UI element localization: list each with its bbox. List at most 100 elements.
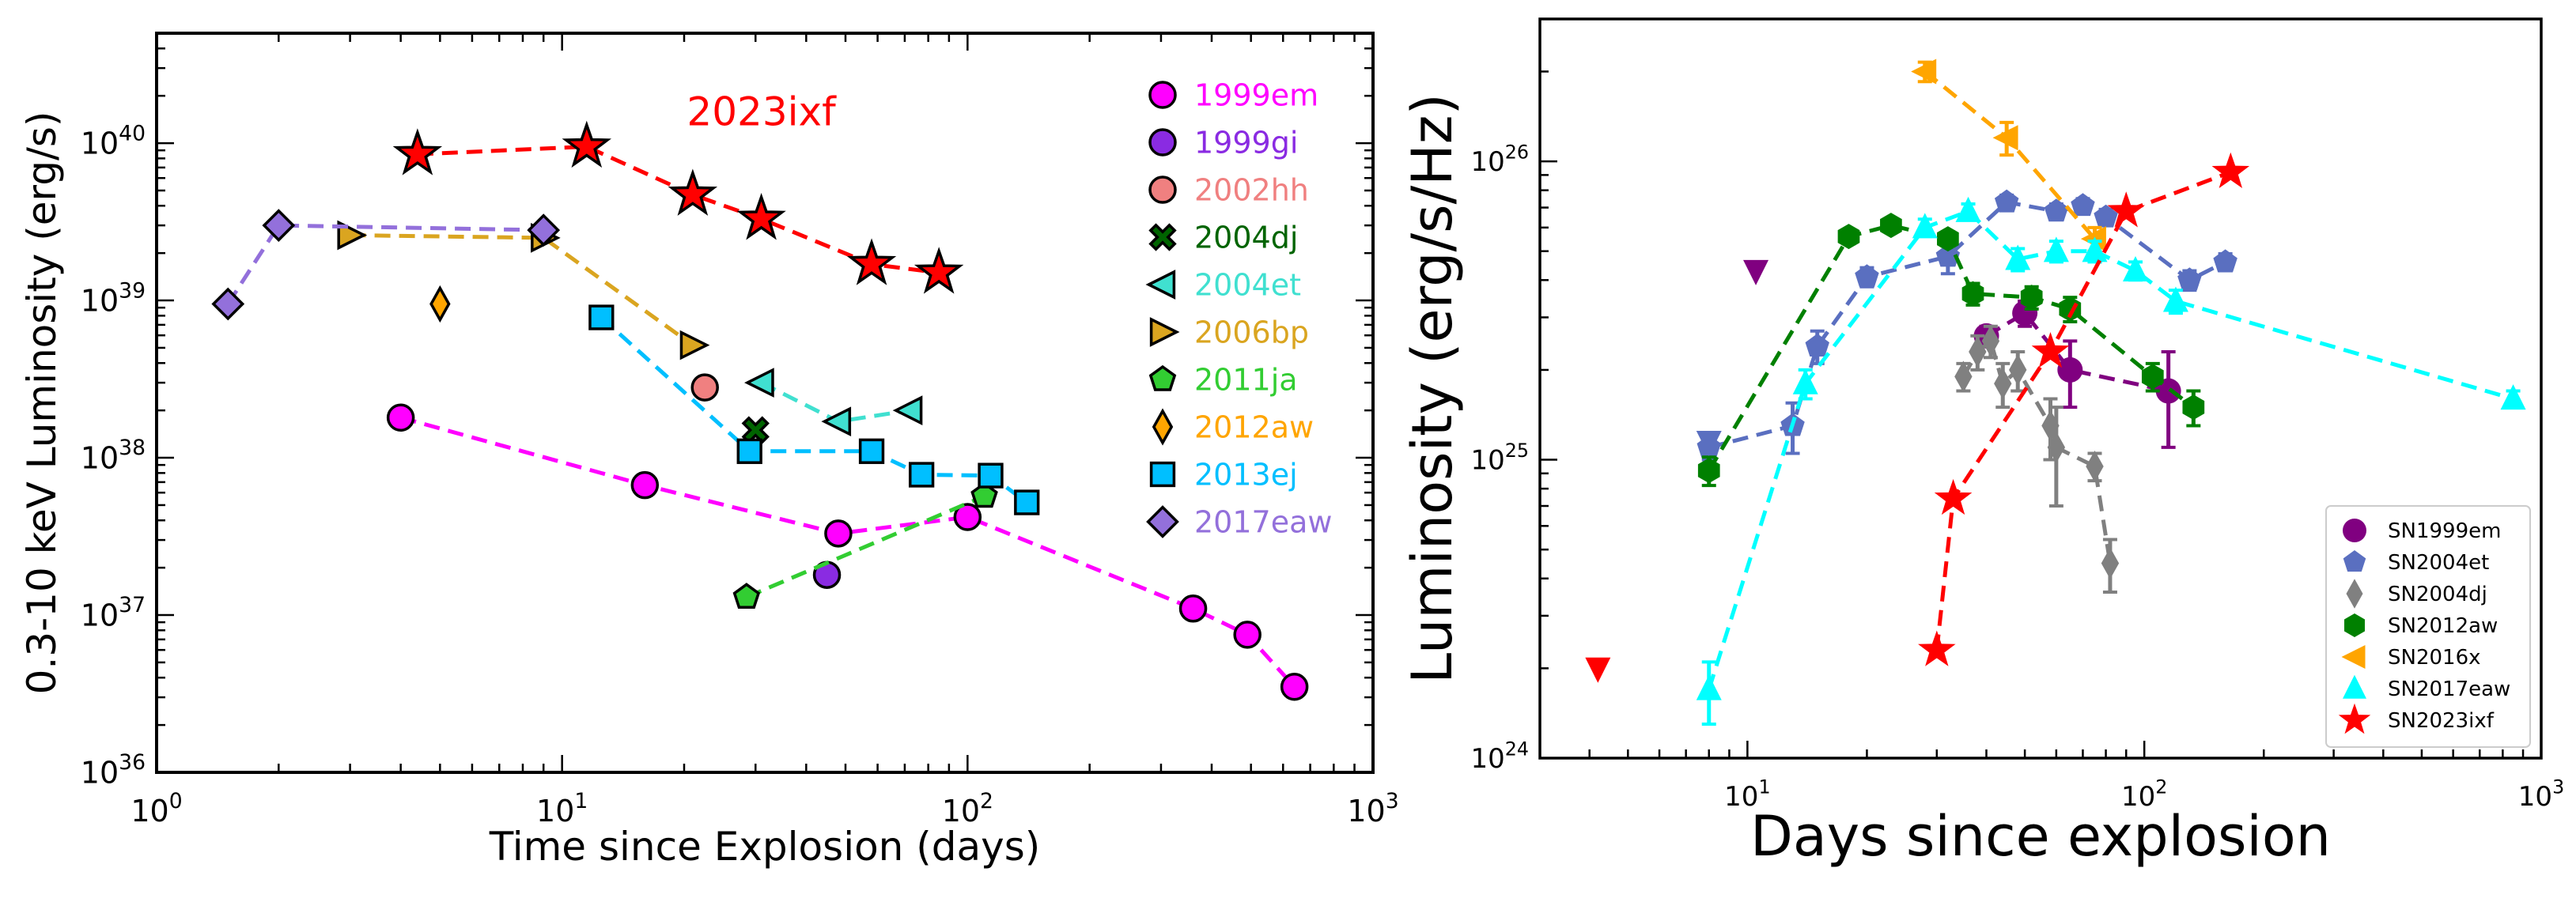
panel1-y-tick-label: 1038 [81,436,146,475]
panel2-legend-item-sn2012aw: SN2012aw [2344,613,2498,638]
panel1-y-tick-exp: 38 [119,436,146,460]
panel1-legend-item-2002hh: 2002hh [1148,172,1309,207]
panel1-point-2023ixf [846,238,897,285]
panel2-legend-item-sn2004dj: SN2004dj [2346,579,2487,609]
panel2-point-sn2023ixf [2107,191,2146,228]
panel1-line-2006bp [350,232,694,347]
panel2-y-tick-base: 10 [1470,743,1504,775]
panel2-line-sn2017eaw [1707,209,2514,690]
panel1-series-2004dj [741,416,770,444]
panel2-series-limit-8 [1696,431,1722,457]
panel1-point-2011ja [732,583,761,610]
panel1-point-2023ixf [914,247,964,294]
panel1-point-2013ej [978,462,1004,489]
panel1-y-tick-base: 10 [81,598,119,632]
panel2-point-sn2004dj [2009,353,2027,386]
panel1-legend-marker-2002hh [1148,175,1177,204]
panel2-point-sn2012aw [1961,281,1984,307]
panel2-point-sn2004et [2213,249,2237,273]
panel2-ticks [1538,17,2543,760]
panel2-series-limit-9 [1585,657,1611,683]
panel2-x-tick-exp: 3 [2552,776,2564,798]
panel2-series-sn2016x [1911,58,2106,253]
panel2-legend-item-sn2023ixf: SN2023ixf [2338,703,2495,734]
panel2-point-sn2016x [1911,58,1937,85]
panel1-point-2004dj [741,416,770,444]
panel1-point-2004et [744,368,774,398]
panel2-point-sn2023ixf [2031,332,2070,368]
panel1-x-tick-label: 102 [942,789,993,828]
panel1-legend-marker-1999gi [1148,128,1177,157]
panel2-legend: SN1999em SN2004et SN2004dj SN2012aw SN2016x S… [2325,505,2531,748]
panel2-legend-label-sn1999em: SN1999em [2388,519,2501,543]
panel1-legend-item-2004et: 2004et [1145,267,1301,302]
panel2-point-sn2017eaw [2162,286,2188,312]
panel1-point-2013ej [908,462,935,488]
panel1-point-2023ixf [392,128,443,175]
panel2-point-sn2012aw [2020,285,2043,311]
panel2-point-sn2004et [1994,189,2019,213]
panel1-point-2006bp [337,220,368,251]
panel2-point-sn2012aw [2141,364,2164,390]
panel2-point-sn2004dj [1981,325,2000,357]
panel2-point-sn2017eaw [2500,384,2526,410]
panel2-point-sn2017eaw [1696,674,1722,700]
panel1-x-tick-base: 10 [942,794,980,828]
panel2-x-axis-label: Days since explosion [1750,804,2331,869]
panel1-x-tick-label: 101 [536,789,588,828]
panel1-legend-item-1999gi: 1999gi [1148,125,1298,160]
panel2-legend-item-sn2017eaw: SN2017eaw [2343,674,2510,701]
panel2-x-tick-base: 10 [2518,781,2552,813]
panel1-point-2004et [821,406,852,437]
panel1-point-1999em [386,403,415,432]
panel2-point-sn2016x [1992,125,2018,151]
panel2-point-sn2017eaw [1792,368,1818,394]
panel1-x-tick-label: 100 [131,789,182,828]
panel2-point-sn2023ixf [1918,630,1956,666]
panel1-line-2023ixf [417,144,940,275]
panel1-series-2002hh [690,373,719,402]
panel1-y-axis-label: 0.3-10 keV Luminosity (erg/s) [19,111,65,695]
panel2-point-sn2004et [2094,204,2118,228]
panel1-y-tick-label: 1040 [81,121,146,160]
panel1-legend-marker-2006bp [1149,317,1180,347]
panel2-point-sn2017eaw [2005,244,2031,270]
panel1-point-1999em [630,470,660,500]
panel1-y-tick-label: 1037 [81,593,146,632]
panel1-ticks [155,32,1375,774]
panel1-legend-label-1999em: 1999em [1194,77,1318,112]
panel2-y-tick-base: 10 [1470,444,1504,476]
panel2-point-sn2004et [2177,267,2202,291]
panel1-y-tick-base: 10 [81,755,119,790]
panel2-point-sn2012aw [1697,458,1720,484]
panel1-point-2023ixf [736,193,786,240]
panel1-legend-marker-2017eaw [1146,505,1179,538]
panel1-y-tick-exp: 36 [119,750,146,775]
panel2-point-sn2012aw [1937,226,1959,252]
panel1-point-2006bp [679,330,710,360]
panel2-legend-label-sn2004et: SN2004et [2388,551,2489,575]
panel1-point-2023ixf [562,120,612,168]
panel2-legend-marker-sn2004et [2343,550,2366,572]
panel2-point-sn2004et [1805,334,1829,357]
panel1-x-tick-base: 10 [131,794,168,828]
panel2-legend-marker-sn1999em [2343,519,2366,542]
panel2-point-upper-limit [1743,259,1769,285]
panel1-point-2017eaw [527,213,561,247]
panel1-point-2023ixf [668,168,718,216]
panel2-legend-marker-sn2023ixf [2338,703,2371,734]
panel1-series-2006bp [337,220,710,360]
panel1-legend-marker-2004et [1145,270,1176,300]
panel2-point-sn2012aw [1880,213,1902,239]
panel2-point-sn1999em [2155,378,2181,404]
panel1-legend-item-2006bp: 2006bp [1149,315,1309,349]
panel2-series-sn2023ixf [1918,152,2250,666]
panel1-x-tick-base: 10 [1347,794,1385,828]
panel2-legend-item-sn1999em: SN1999em [2343,519,2501,543]
panel2-point-sn2012aw [2059,296,2082,322]
panel2-legend-label-sn2016x: SN2016x [2388,646,2481,670]
panel2-frame [1538,17,2543,760]
panel1-y-tick-exp: 40 [119,121,146,145]
panel2-point-sn2004dj [1969,336,1987,368]
panel1-point-2017eaw [262,209,296,242]
